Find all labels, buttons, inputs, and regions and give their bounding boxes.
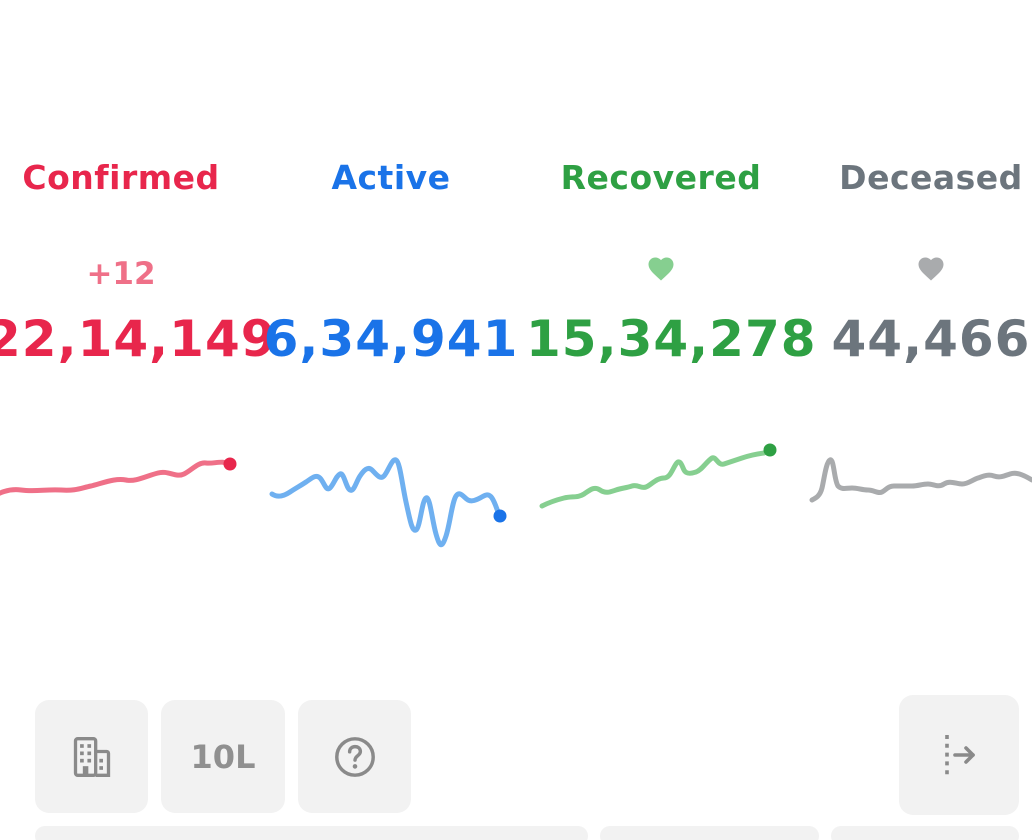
recovered-heart-icon xyxy=(526,254,796,284)
active-panel[interactable]: Active 6,34,941 xyxy=(256,150,526,570)
confirmed-value: 22,14,149 xyxy=(0,310,277,368)
confirmed-title: Confirmed xyxy=(22,158,220,197)
exit-arrow-icon xyxy=(945,735,975,775)
bottom-panel-right xyxy=(831,826,1019,840)
recovered-sparkline xyxy=(539,443,777,509)
bottom-panel-left xyxy=(35,826,588,840)
active-value: 6,34,941 xyxy=(263,310,519,368)
recovered-value: 15,34,278 xyxy=(526,310,817,368)
per-ten-lakh-toggle[interactable]: 10L xyxy=(161,700,285,813)
recovered-title: Recovered xyxy=(560,158,762,197)
confirmed-delta: +12 xyxy=(86,256,156,292)
deceased-sparkline xyxy=(809,457,1032,503)
deceased-title: Deceased xyxy=(839,158,1023,197)
active-title: Active xyxy=(331,158,451,197)
recovered-panel[interactable]: Recovered 15,34,278 xyxy=(526,150,817,570)
confirmed-sparkline xyxy=(0,457,237,496)
deceased-panel[interactable]: Deceased 44,466 xyxy=(796,150,1032,570)
state-info-button[interactable] xyxy=(35,700,148,813)
active-sparkline xyxy=(269,457,507,548)
expand-table-button[interactable] xyxy=(899,695,1019,815)
bottom-panel-middle xyxy=(600,826,819,840)
building-icon xyxy=(73,736,110,777)
deceased-value: 44,466 xyxy=(831,310,1031,368)
deceased-heart-icon xyxy=(796,254,1032,284)
help-button[interactable] xyxy=(298,700,411,813)
confirmed-panel[interactable]: Confirmed +12 22,14,149 xyxy=(0,150,277,570)
help-icon xyxy=(334,736,375,777)
